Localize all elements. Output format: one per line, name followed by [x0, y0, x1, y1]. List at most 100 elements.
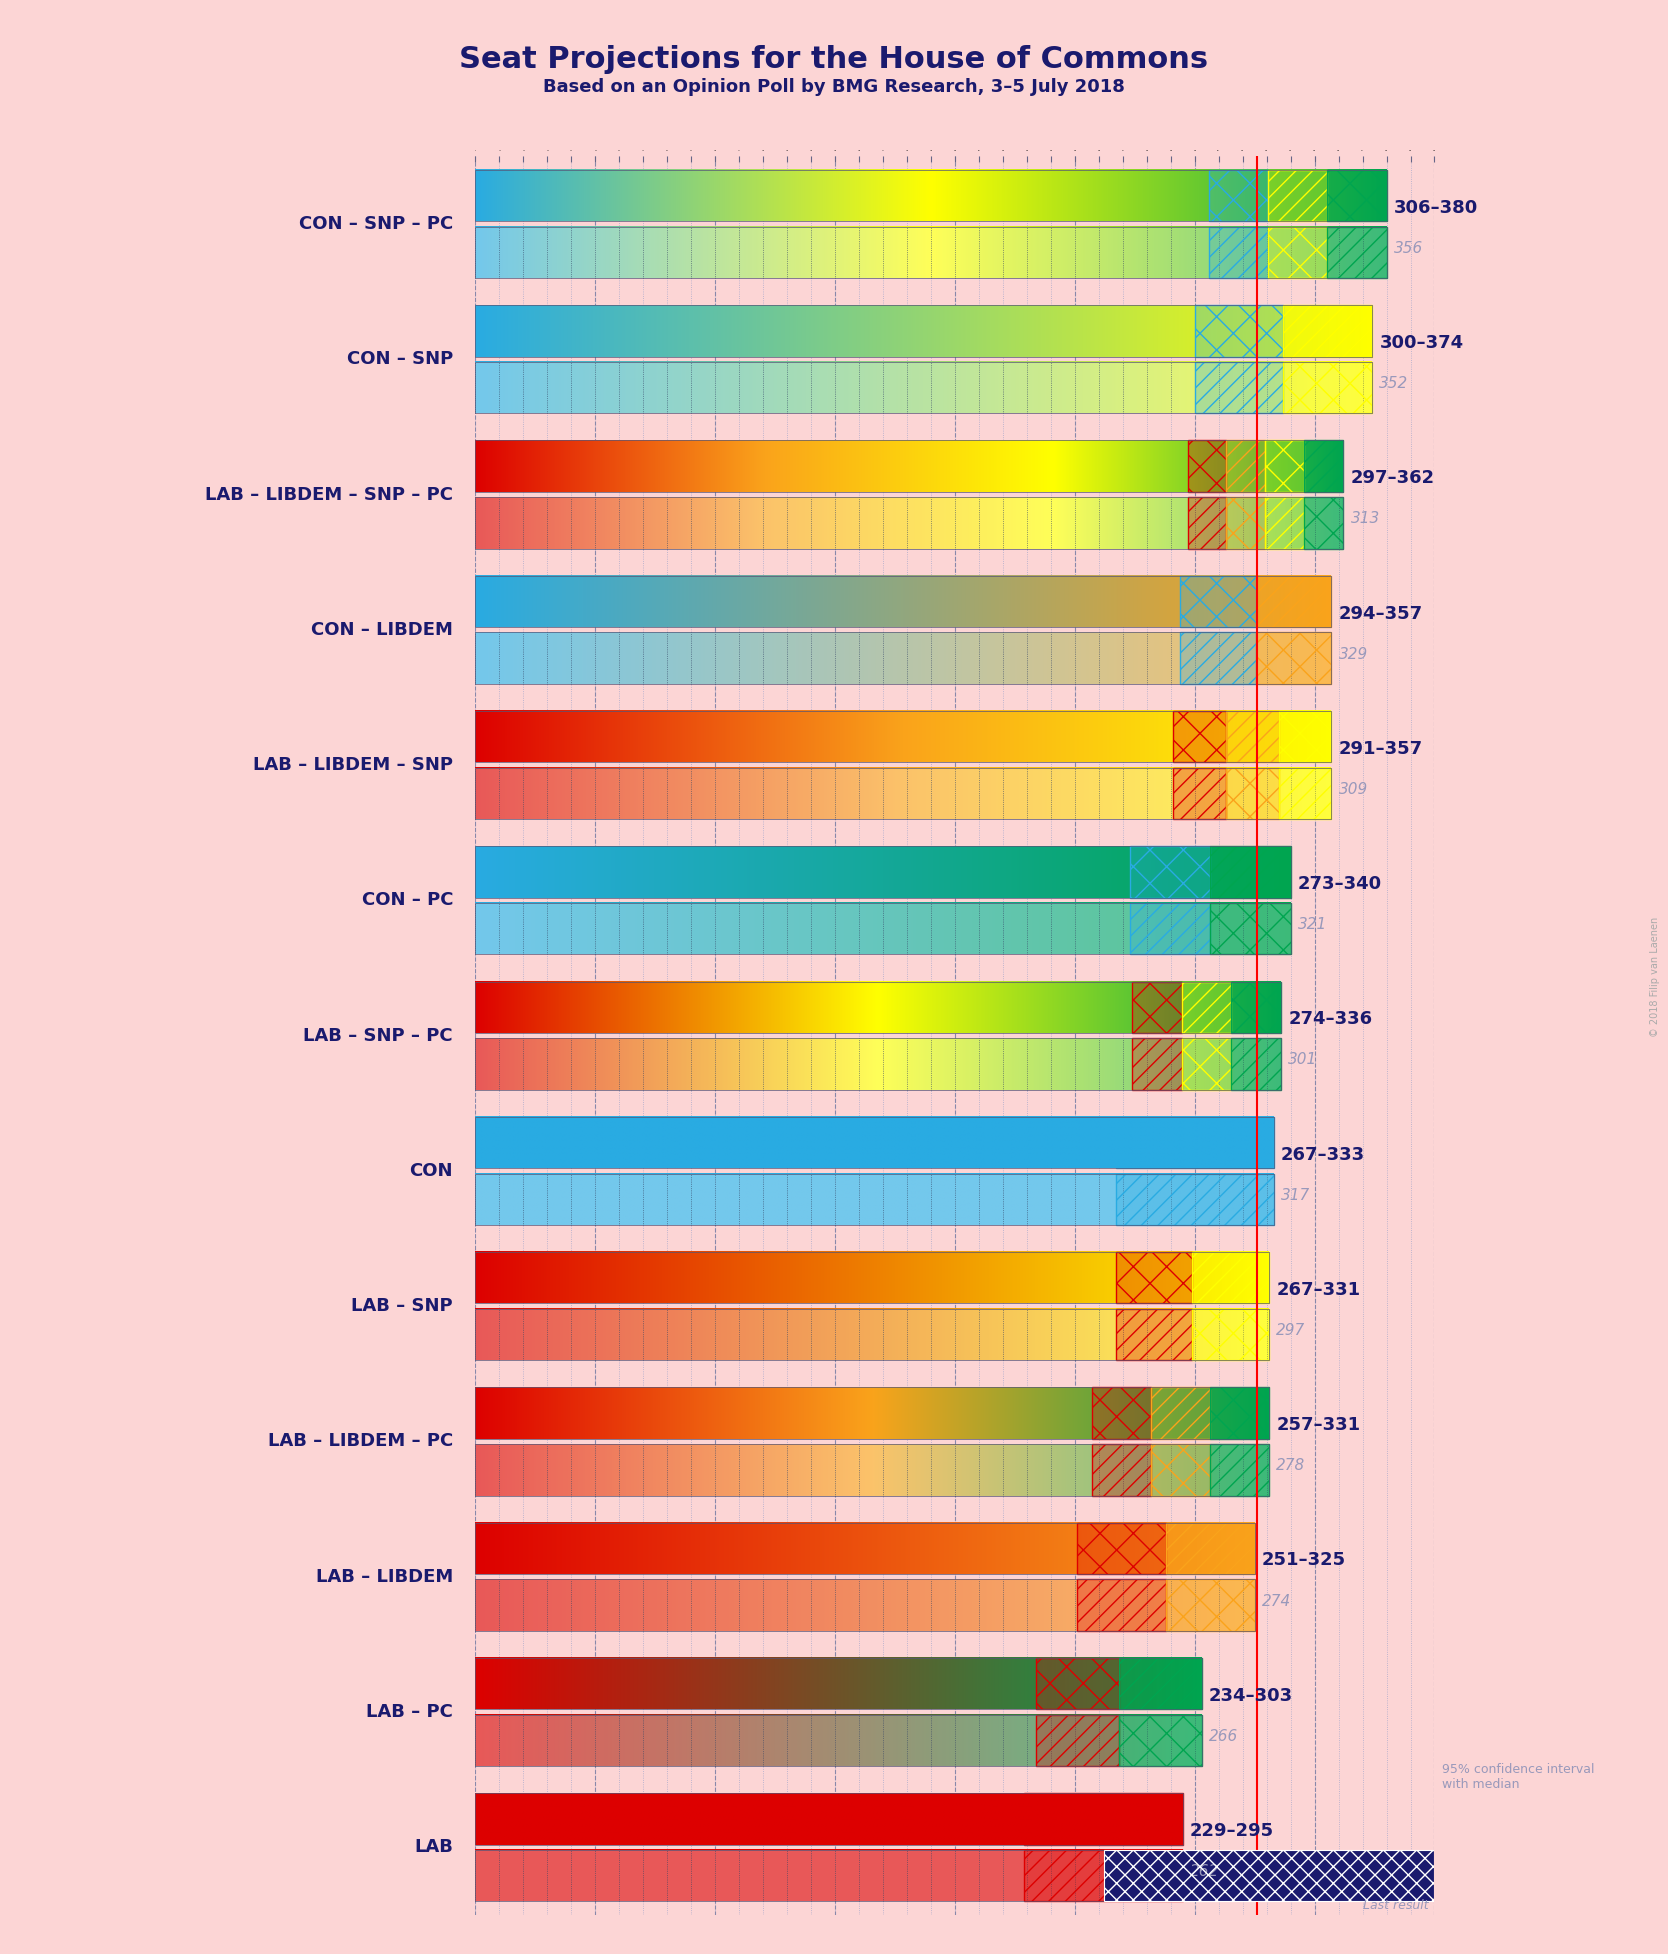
Text: 321: 321 [1298, 916, 1328, 932]
Bar [1091, 1444, 1151, 1495]
Text: LAB – LIBDEM – PC: LAB – LIBDEM – PC [269, 1432, 454, 1450]
Bar [1231, 981, 1281, 1034]
Bar [1193, 1309, 1269, 1360]
Bar [475, 633, 1331, 684]
Bar [475, 1444, 1269, 1495]
Bar [475, 1444, 1269, 1495]
Bar [1173, 768, 1226, 819]
Bar [1024, 1794, 1183, 1845]
Bar [1129, 846, 1211, 897]
Text: 297: 297 [1276, 1323, 1306, 1338]
Bar [1091, 1387, 1151, 1438]
Bar [1193, 1253, 1269, 1303]
Bar [475, 1118, 1274, 1168]
Bar [475, 227, 1386, 277]
Bar [1188, 440, 1226, 492]
Text: 278: 278 [1276, 1458, 1306, 1473]
Bar [1211, 903, 1291, 954]
Bar [1104, 1850, 1434, 1901]
Text: 301: 301 [1288, 1053, 1318, 1067]
Bar [1256, 576, 1331, 627]
Text: 297–362: 297–362 [1351, 469, 1434, 487]
Bar [1183, 981, 1231, 1034]
Text: 257–331: 257–331 [1276, 1417, 1361, 1434]
Bar [475, 496, 1343, 549]
Bar [1279, 768, 1331, 819]
Bar [1304, 440, 1343, 492]
Bar [475, 440, 1343, 492]
Text: 229–295: 229–295 [1189, 1821, 1274, 1841]
Bar [1283, 305, 1373, 356]
Bar [1183, 1038, 1231, 1090]
Text: CON – PC: CON – PC [362, 891, 454, 909]
Bar [1151, 1387, 1209, 1438]
Text: 266: 266 [1209, 1729, 1238, 1743]
Bar [1194, 361, 1283, 414]
Bar [475, 305, 1373, 356]
Bar [1209, 1444, 1269, 1495]
Bar [475, 1309, 1269, 1360]
Text: 274–336: 274–336 [1288, 1010, 1373, 1028]
Bar [1226, 440, 1266, 492]
Bar [475, 496, 1343, 549]
Bar [475, 1657, 1203, 1710]
Text: 274: 274 [1263, 1594, 1291, 1608]
Text: LAB: LAB [414, 1839, 454, 1856]
Bar [1266, 496, 1304, 549]
Text: 309: 309 [1338, 782, 1368, 797]
Text: LAB – PC: LAB – PC [367, 1704, 454, 1721]
Bar [475, 1174, 1274, 1225]
Text: CON – LIBDEM: CON – LIBDEM [312, 621, 454, 639]
Bar [1226, 496, 1266, 549]
Bar [1266, 440, 1304, 492]
Bar [475, 1522, 1254, 1575]
Bar [475, 711, 1331, 762]
Bar [1133, 1038, 1183, 1090]
Bar [1226, 768, 1279, 819]
Bar [1166, 1579, 1254, 1632]
Bar [475, 361, 1373, 414]
Bar [475, 1174, 1274, 1225]
Bar [1078, 1579, 1166, 1632]
Text: LAB – SNP – PC: LAB – SNP – PC [304, 1026, 454, 1045]
Bar [1304, 496, 1343, 549]
Text: LAB – LIBDEM: LAB – LIBDEM [315, 1567, 454, 1587]
Bar [475, 1850, 1183, 1901]
Bar [1129, 903, 1211, 954]
Text: 294–357: 294–357 [1338, 604, 1423, 623]
Bar [1231, 1038, 1281, 1090]
Bar [475, 1716, 1203, 1766]
Bar [1104, 1850, 1434, 1901]
Bar [475, 1850, 1183, 1901]
Bar [1036, 1716, 1119, 1766]
Text: 313: 313 [1351, 512, 1379, 526]
Bar [1268, 227, 1328, 277]
Bar [1116, 1174, 1274, 1225]
Bar [475, 170, 1386, 221]
Bar [475, 361, 1373, 414]
Bar [475, 633, 1331, 684]
Bar [1226, 711, 1279, 762]
Bar [475, 1579, 1254, 1632]
Bar [1133, 981, 1183, 1034]
Text: LAB – LIBDEM – SNP: LAB – LIBDEM – SNP [254, 756, 454, 774]
Bar [1209, 227, 1268, 277]
Text: 267–333: 267–333 [1281, 1145, 1364, 1165]
Bar [1036, 1657, 1119, 1710]
Bar [1256, 633, 1331, 684]
Bar [475, 903, 1291, 954]
Text: 300–374: 300–374 [1379, 334, 1463, 352]
Text: 273–340: 273–340 [1298, 875, 1381, 893]
Bar [475, 981, 1281, 1034]
Bar [1328, 227, 1386, 277]
Text: 291–357: 291–357 [1338, 741, 1423, 758]
Bar [1181, 633, 1256, 684]
Text: © 2018 Filip van Laenen: © 2018 Filip van Laenen [1650, 916, 1660, 1038]
Bar [475, 1579, 1254, 1632]
Bar [1166, 1522, 1254, 1575]
Bar [1119, 1716, 1203, 1766]
Bar [1151, 1444, 1209, 1495]
Bar [1268, 170, 1328, 221]
Text: 267–331: 267–331 [1276, 1282, 1361, 1299]
Bar [475, 768, 1331, 819]
